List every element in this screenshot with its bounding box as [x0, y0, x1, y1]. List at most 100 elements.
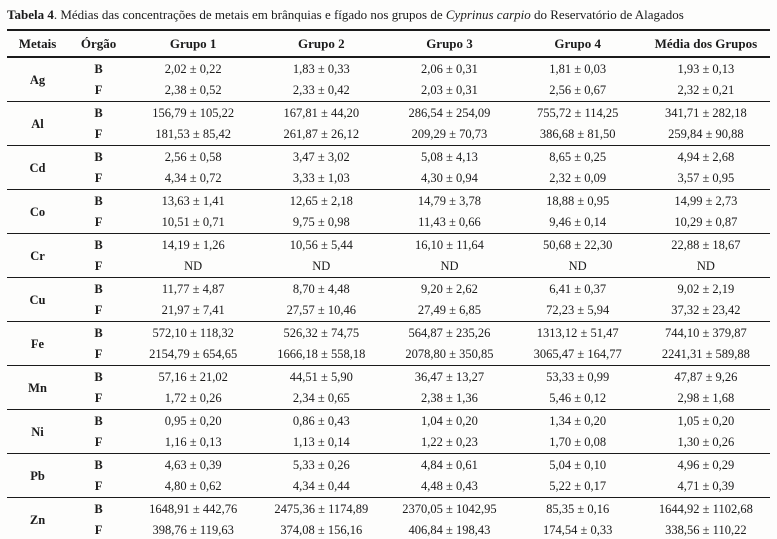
column-header-grupo1: Grupo 1 — [129, 29, 258, 59]
table-row: F 4,34 ± 0,72 3,33 ± 1,03 4,30 ± 0,94 2,32 ±… — [7, 168, 770, 190]
value-cell: 2,02 ± 0,22 — [164, 61, 222, 76]
value-cell: 1648,91 ± 442,76 — [149, 501, 238, 516]
value-cell: 4,30 ± 0,94 — [421, 171, 478, 186]
table-row: Al B 156,79 ± 105,22 167,81 ± 44,20 286,54 ±… — [7, 102, 770, 130]
value-cell: 5,33 ± 0,26 — [292, 457, 350, 472]
value-cell: 2,38 ± 1,36 — [421, 391, 478, 406]
value-cell: 744,10 ± 379,87 — [664, 325, 747, 340]
organ-label: F — [94, 303, 103, 318]
metal-name: Zn — [29, 512, 46, 527]
value-cell: 21,97 ± 7,41 — [161, 303, 225, 318]
metal-name: Mn — [28, 380, 47, 395]
value-cell: 1,70 ± 0,08 — [549, 435, 607, 450]
value-cell: 406,84 ± 198,43 — [408, 523, 491, 538]
metal-group-ag: Ag B 2,02 ± 0,22 1,83 ± 0,33 2,06 ± 0,31 1,81… — [7, 57, 770, 102]
value-cell: ND — [568, 259, 587, 274]
table-row: F 10,51 ± 0,71 9,75 ± 0,98 11,43 ± 0,66 9,46… — [7, 212, 770, 234]
metal-group-zn: Zn B 1648,91 ± 442,76 2475,36 ± 1174,89 2370… — [7, 498, 770, 539]
value-cell: 36,47 ± 13,27 — [414, 369, 485, 384]
table-row: Pb B 4,63 ± 0,39 5,33 ± 0,26 4,84 ± 0,61 5,04… — [7, 454, 770, 482]
metal-group-mn: Mn B 57,16 ± 21,02 44,51 ± 5,90 36,47 ± 13,2… — [7, 366, 770, 410]
organ-label: B — [94, 193, 103, 208]
value-cell: 2,03 ± 0,31 — [421, 83, 478, 98]
value-cell: 1,81 ± 0,03 — [549, 61, 607, 76]
value-cell: 27,57 ± 10,46 — [286, 303, 356, 318]
value-cell: 10,51 ± 0,71 — [161, 215, 225, 230]
value-cell: 5,08 ± 4,13 — [421, 149, 478, 164]
metal-name: Fe — [30, 336, 45, 351]
value-cell: 398,76 ± 119,63 — [152, 523, 234, 538]
organ-label: F — [94, 479, 103, 494]
value-cell: 3065,47 ± 164,77 — [533, 347, 622, 362]
value-cell: 53,33 ± 0,99 — [546, 369, 610, 384]
value-cell: 27,49 ± 6,85 — [417, 303, 482, 318]
value-cell: 8,70 ± 4,48 — [292, 281, 350, 296]
metal-name: Al — [31, 116, 44, 131]
metal-name: Pb — [30, 468, 45, 483]
value-cell: 5,22 ± 0,17 — [549, 479, 607, 494]
value-cell: 57,16 ± 21,02 — [158, 369, 228, 384]
metal-group-al: Al B 156,79 ± 105,22 167,81 ± 44,20 286,54 ±… — [7, 102, 770, 146]
value-cell: 3,57 ± 0,95 — [677, 171, 735, 186]
value-cell: 564,87 ± 235,26 — [408, 325, 491, 340]
value-cell: 1644,92 ± 1102,68 — [658, 501, 753, 516]
value-cell: 2,34 ± 0,65 — [292, 391, 350, 406]
value-cell: ND — [312, 259, 331, 274]
metal-group-cr: Cr B 14,19 ± 1,26 10,56 ± 5,44 16,10 ± 11,64… — [7, 234, 770, 278]
table-row: Cr B 14,19 ± 1,26 10,56 ± 5,44 16,10 ± 11,64… — [7, 234, 770, 262]
column-header-grupo3: Grupo 3 — [385, 29, 514, 59]
value-cell: 1,04 ± 0,20 — [421, 413, 478, 428]
value-cell: 1,83 ± 0,33 — [292, 61, 350, 76]
value-cell: 341,71 ± 282,18 — [664, 105, 747, 120]
value-cell: 2078,80 ± 350,85 — [405, 347, 494, 362]
metal-group-fe: Fe B 572,10 ± 118,32 526,32 ± 74,75 564,87 ±… — [7, 322, 770, 366]
value-cell: 13,63 ± 1,41 — [161, 193, 225, 208]
value-cell: 0,95 ± 0,20 — [164, 413, 222, 428]
table-row: F 4,80 ± 0,62 4,34 ± 0,44 4,48 ± 0,43 5,22 ±… — [7, 476, 770, 498]
metal-group-cu: Cu B 11,77 ± 4,87 8,70 ± 4,48 9,20 ± 2,62 6,4… — [7, 278, 770, 322]
organ-label: F — [94, 347, 103, 362]
value-cell: 37,32 ± 23,42 — [671, 303, 741, 318]
organ-label: B — [94, 369, 103, 384]
table-row: Fe B 572,10 ± 118,32 526,32 ± 74,75 564,87 ±… — [7, 322, 770, 350]
value-cell: 47,87 ± 9,26 — [674, 369, 738, 384]
metal-name: Cd — [29, 160, 46, 175]
table-row: F 398,76 ± 119,63 374,08 ± 156,16 406,84 ± … — [7, 520, 770, 539]
column-header-grupo2: Grupo 2 — [257, 29, 386, 59]
table-row: Ag B 2,02 ± 0,22 1,83 ± 0,33 2,06 ± 0,31 1,81… — [7, 57, 770, 86]
metal-name: Cu — [29, 292, 46, 307]
value-cell: 4,94 ± 2,68 — [677, 149, 735, 164]
value-cell: 9,75 ± 0,98 — [292, 215, 350, 230]
table-row: F 21,97 ± 7,41 27,57 ± 10,46 27,49 ± 6,85 72… — [7, 300, 770, 322]
value-cell: 1,72 ± 0,26 — [164, 391, 222, 406]
organ-label: F — [94, 391, 103, 406]
organ-label: B — [94, 237, 103, 252]
organ-label: B — [94, 325, 103, 340]
column-header-media: Média dos Grupos — [641, 29, 770, 59]
value-cell: 72,23 ± 5,94 — [546, 303, 610, 318]
value-cell: 181,53 ± 85,42 — [155, 127, 231, 142]
value-cell: 174,54 ± 0,33 — [542, 523, 613, 538]
column-header-metais: Metais — [7, 29, 69, 59]
value-cell: 2,38 ± 0,52 — [164, 83, 222, 98]
organ-label: F — [94, 259, 103, 274]
organ-label: B — [94, 457, 103, 472]
value-cell: 526,32 ± 74,75 — [283, 325, 360, 340]
value-cell: 4,84 ± 0,61 — [421, 457, 478, 472]
value-cell: 9,02 ± 2,19 — [677, 281, 735, 296]
value-cell: 1,93 ± 0,13 — [677, 61, 735, 76]
organ-label: F — [94, 523, 103, 538]
value-cell: 2241,31 ± 589,88 — [661, 347, 750, 362]
value-cell: 2,06 ± 0,31 — [421, 61, 478, 76]
value-cell: 1,16 ± 0,13 — [164, 435, 222, 450]
value-cell: 11,77 ± 4,87 — [161, 281, 225, 296]
value-cell: 1,34 ± 0,20 — [549, 413, 607, 428]
value-cell: 4,34 ± 0,72 — [164, 171, 222, 186]
value-cell: 4,48 ± 0,43 — [421, 479, 478, 494]
metal-group-cd: Cd B 2,56 ± 0,58 3,47 ± 3,02 5,08 ± 4,13 8,65… — [7, 146, 770, 190]
value-cell: 1666,18 ± 558,18 — [277, 347, 366, 362]
value-cell: 2,33 ± 0,42 — [292, 83, 350, 98]
value-cell: 50,68 ± 22,30 — [542, 237, 613, 252]
value-cell: 10,56 ± 5,44 — [289, 237, 353, 252]
value-cell: 2,56 ± 0,67 — [549, 83, 607, 98]
